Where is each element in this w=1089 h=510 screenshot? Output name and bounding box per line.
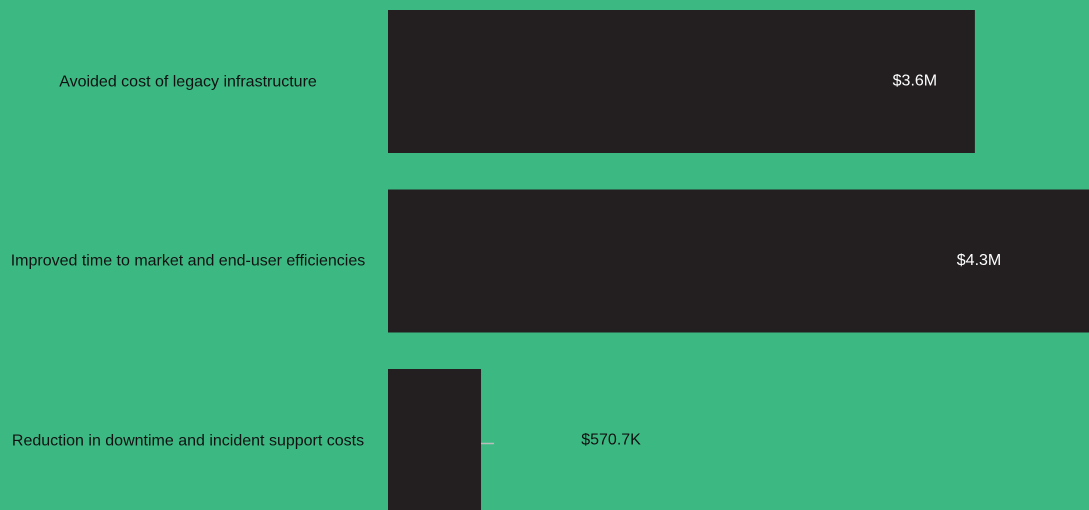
bar bbox=[388, 369, 482, 510]
value-label: $570.7K bbox=[581, 432, 641, 449]
value-label: $4.3M bbox=[957, 252, 1001, 269]
bar bbox=[388, 10, 975, 153]
value-label: $3.6M bbox=[893, 73, 937, 90]
category-label: Avoided cost of legacy infrastructure bbox=[59, 73, 317, 90]
category-label: Improved time to market and end-user eff… bbox=[10, 252, 366, 270]
bar bbox=[388, 189, 1089, 333]
category-label: Reduction in downtime and incident suppo… bbox=[11, 432, 365, 449]
